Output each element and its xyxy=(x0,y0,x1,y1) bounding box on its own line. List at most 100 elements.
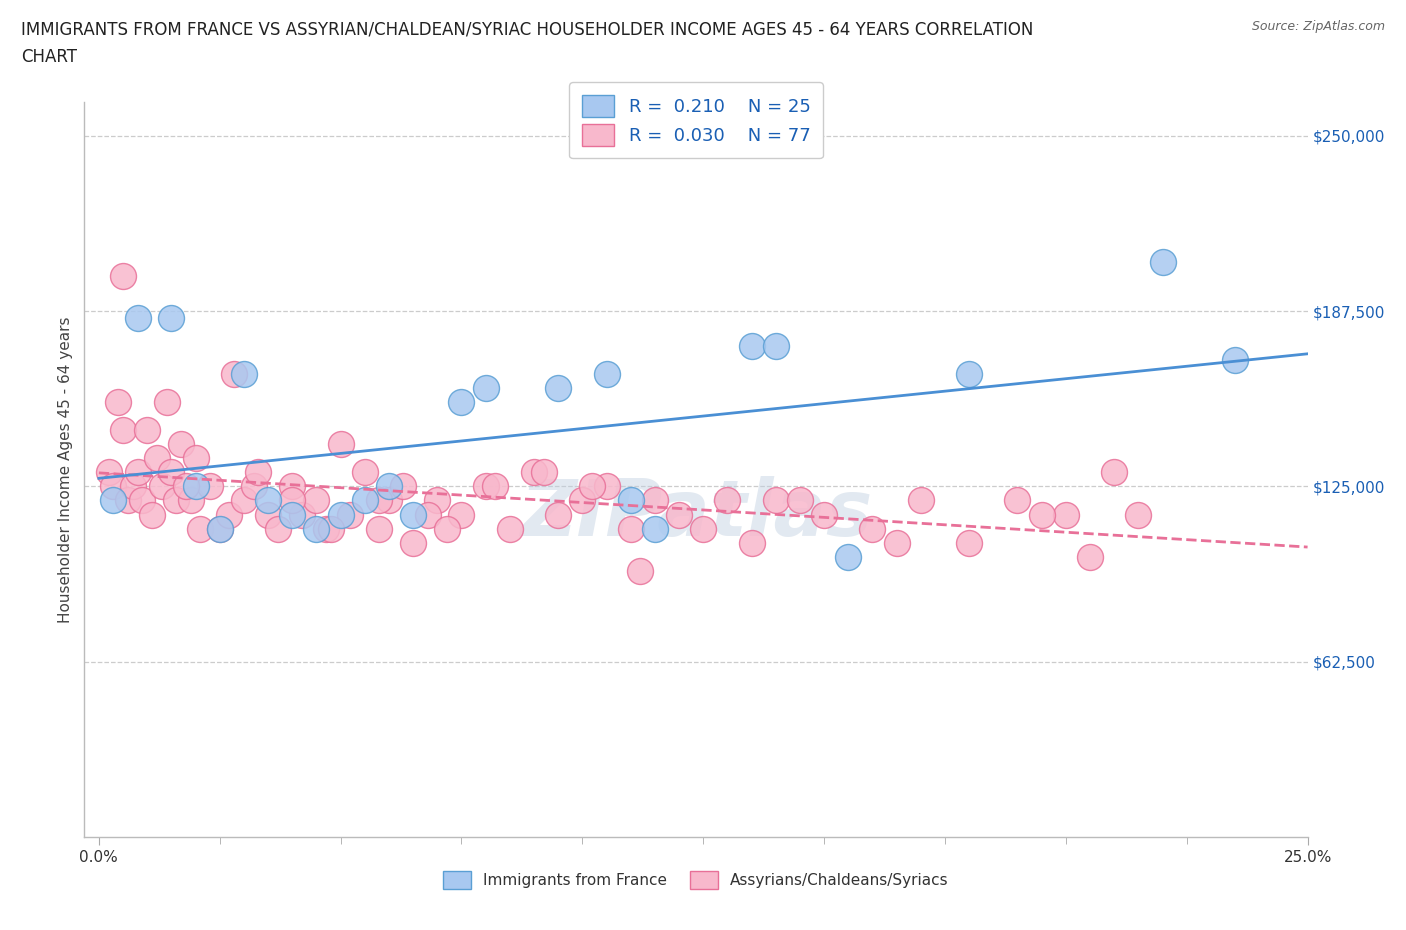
Point xyxy=(329,507,352,522)
Point xyxy=(291,507,314,522)
Point xyxy=(644,521,666,536)
Point xyxy=(378,479,401,494)
Point xyxy=(242,479,264,494)
Point xyxy=(141,507,163,522)
Point xyxy=(862,521,884,536)
Point xyxy=(1031,507,1053,522)
Point xyxy=(392,479,415,494)
Point xyxy=(595,479,617,494)
Point xyxy=(620,493,643,508)
Point xyxy=(402,535,425,550)
Text: IMMIGRANTS FROM FRANCE VS ASSYRIAN/CHALDEAN/SYRIAC HOUSEHOLDER INCOME AGES 45 - : IMMIGRANTS FROM FRANCE VS ASSYRIAN/CHALD… xyxy=(21,20,1033,38)
Point xyxy=(716,493,738,508)
Point xyxy=(329,437,352,452)
Point xyxy=(165,493,187,508)
Point xyxy=(136,423,159,438)
Text: Source: ZipAtlas.com: Source: ZipAtlas.com xyxy=(1251,20,1385,33)
Point xyxy=(813,507,835,522)
Point xyxy=(547,381,569,396)
Point xyxy=(184,479,207,494)
Point xyxy=(910,493,932,508)
Point xyxy=(353,493,375,508)
Point xyxy=(450,395,472,410)
Point xyxy=(644,493,666,508)
Point xyxy=(281,479,304,494)
Point xyxy=(628,564,651,578)
Point xyxy=(247,465,270,480)
Point xyxy=(305,521,328,536)
Point xyxy=(208,521,231,536)
Point xyxy=(450,507,472,522)
Point xyxy=(1128,507,1150,522)
Point xyxy=(257,507,280,522)
Point xyxy=(426,493,449,508)
Point xyxy=(484,479,506,494)
Point xyxy=(837,549,859,564)
Point xyxy=(281,507,304,522)
Point xyxy=(150,479,173,494)
Point xyxy=(368,493,391,508)
Point xyxy=(218,507,240,522)
Point xyxy=(436,521,458,536)
Point xyxy=(117,493,139,508)
Point xyxy=(533,465,555,480)
Point xyxy=(103,479,125,494)
Point xyxy=(378,493,401,508)
Point xyxy=(765,339,787,353)
Point xyxy=(146,451,169,466)
Point xyxy=(581,479,603,494)
Point xyxy=(474,381,496,396)
Point xyxy=(174,479,197,494)
Point xyxy=(499,521,522,536)
Legend: Immigrants from France, Assyrians/Chaldeans/Syriacs: Immigrants from France, Assyrians/Chalde… xyxy=(437,865,955,896)
Point xyxy=(190,521,212,536)
Point xyxy=(107,395,129,410)
Text: ZIPatlas: ZIPatlas xyxy=(520,476,872,551)
Point xyxy=(257,493,280,508)
Point xyxy=(160,465,183,480)
Point xyxy=(319,521,342,536)
Point xyxy=(224,366,246,381)
Point xyxy=(127,465,149,480)
Point xyxy=(692,521,714,536)
Point xyxy=(103,493,125,508)
Point xyxy=(571,493,593,508)
Point xyxy=(368,521,391,536)
Point xyxy=(1054,507,1077,522)
Point xyxy=(620,521,643,536)
Text: CHART: CHART xyxy=(21,48,77,66)
Point xyxy=(305,493,328,508)
Point xyxy=(315,521,337,536)
Point xyxy=(474,479,496,494)
Y-axis label: Householder Income Ages 45 - 64 years: Householder Income Ages 45 - 64 years xyxy=(58,316,73,623)
Point xyxy=(765,493,787,508)
Point xyxy=(208,521,231,536)
Point xyxy=(1078,549,1101,564)
Point xyxy=(789,493,811,508)
Point xyxy=(523,465,546,480)
Point xyxy=(741,535,763,550)
Point xyxy=(232,493,254,508)
Point xyxy=(1102,465,1125,480)
Point xyxy=(97,465,120,480)
Point xyxy=(353,465,375,480)
Point xyxy=(339,507,361,522)
Point xyxy=(112,269,135,284)
Point xyxy=(668,507,690,522)
Point xyxy=(232,366,254,381)
Point xyxy=(547,507,569,522)
Point xyxy=(416,507,439,522)
Point xyxy=(957,366,980,381)
Point xyxy=(170,437,193,452)
Point xyxy=(160,311,183,325)
Point xyxy=(112,423,135,438)
Point xyxy=(121,479,143,494)
Point xyxy=(131,493,153,508)
Point xyxy=(1152,255,1174,270)
Point xyxy=(886,535,908,550)
Point xyxy=(741,339,763,353)
Point xyxy=(155,395,177,410)
Point xyxy=(184,451,207,466)
Point xyxy=(957,535,980,550)
Point xyxy=(127,311,149,325)
